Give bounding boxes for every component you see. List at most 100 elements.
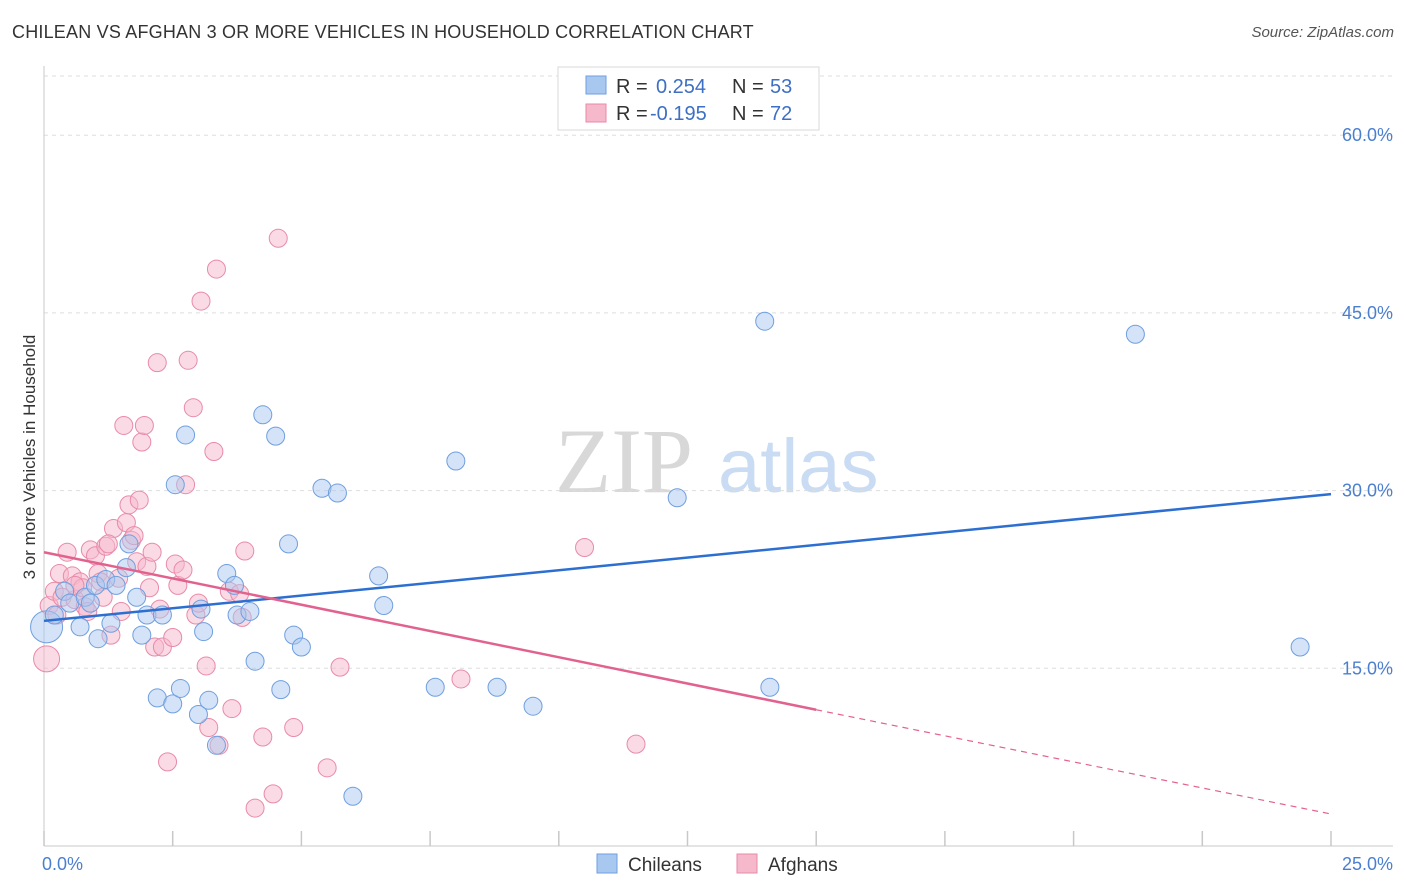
- chilean-point: [163, 694, 183, 714]
- afghan-point: [330, 657, 350, 677]
- afghan-point: [147, 353, 167, 373]
- chilean-point: [343, 786, 363, 806]
- y-tick-label-15: 15.0%: [1342, 658, 1393, 678]
- trendlines: [43, 492, 1332, 815]
- chilean-point: [194, 622, 214, 642]
- afghan-point: [114, 415, 134, 435]
- chilean-point: [253, 405, 273, 425]
- afghan-point: [191, 291, 211, 311]
- chilean-point: [369, 566, 389, 586]
- chilean-r-label: R =: [616, 76, 648, 98]
- afghan-r-value: -0.195: [650, 103, 707, 125]
- y-tick-label-60: 60.0%: [1342, 125, 1393, 145]
- chilean-point: [523, 696, 543, 716]
- x-tick-label-min: 0.0%: [42, 854, 83, 874]
- afghan-point: [204, 442, 224, 462]
- afghan-point: [317, 758, 337, 778]
- afghan-point: [451, 669, 471, 689]
- chilean-point: [119, 534, 139, 554]
- chilean-point: [101, 613, 121, 633]
- afghan-point: [98, 534, 118, 554]
- chilean-point: [374, 596, 394, 616]
- chilean-point: [199, 690, 219, 710]
- y-axis-label: 3 or more Vehicles in Household: [20, 335, 39, 580]
- afghan-point: [134, 415, 154, 435]
- watermark-atlas: atlas: [718, 424, 879, 509]
- afghan-trendline-extension: [816, 709, 1332, 815]
- chilean-point: [291, 637, 311, 657]
- afghan-n-value: 72: [770, 103, 792, 125]
- afghan-point: [173, 560, 193, 580]
- afghan-point: [132, 432, 152, 452]
- afghan-point: [268, 228, 288, 248]
- chart-title: CHILEAN VS AFGHAN 3 OR MORE VEHICLES IN …: [12, 22, 754, 42]
- afghan-point: [222, 699, 242, 719]
- chilean-point: [755, 311, 775, 331]
- chilean-point: [1125, 324, 1145, 344]
- chilean-point: [70, 617, 90, 637]
- afghan-point: [199, 718, 219, 738]
- grid: [44, 75, 1393, 669]
- afghan-point: [142, 542, 162, 562]
- afghan-point: [129, 490, 149, 510]
- chilean-point: [327, 483, 347, 503]
- axes: [43, 66, 1393, 847]
- afghan-point: [263, 784, 283, 804]
- chilean-trendline: [43, 492, 1332, 623]
- chilean-point: [176, 425, 196, 445]
- chilean-n-value: 53: [770, 76, 792, 98]
- afghan-point: [206, 259, 226, 279]
- afghan-trendline: [43, 550, 817, 711]
- afghan-point: [575, 537, 595, 557]
- series-legend: Chileans Afghans: [596, 853, 838, 876]
- chilean-point: [667, 488, 687, 508]
- chilean-point: [127, 587, 147, 607]
- afghan-legend-swatch: [585, 103, 607, 123]
- chilean-point: [245, 651, 265, 671]
- chilean-point: [191, 599, 211, 619]
- afghan-point: [163, 628, 183, 648]
- y-tick-label-45: 45.0%: [1342, 303, 1393, 323]
- chilean-point: [206, 735, 226, 755]
- afghan-point: [158, 752, 178, 772]
- chilean-legend-swatch: [585, 75, 607, 95]
- afghans-legend-swatch: [736, 853, 758, 874]
- chileans-legend-swatch: [596, 853, 618, 874]
- afghan-point: [284, 718, 304, 738]
- chilean-point: [1290, 637, 1310, 657]
- chilean-point: [425, 677, 445, 697]
- chilean-point: [170, 678, 190, 698]
- afghan-point: [196, 656, 216, 676]
- chilean-point: [80, 593, 100, 613]
- chilean-point: [487, 677, 507, 697]
- x-tick-label-max: 25.0%: [1342, 854, 1393, 874]
- afghan-point: [235, 541, 255, 561]
- chilean-point: [266, 426, 286, 446]
- y-tick-label-30: 30.0%: [1342, 481, 1393, 501]
- chilean-point: [165, 475, 185, 495]
- chilean-point: [106, 575, 126, 595]
- chilean-n-label: N =: [732, 76, 764, 98]
- afghan-r-label: R =: [616, 103, 648, 125]
- chilean-point: [760, 677, 780, 697]
- afghan-point: [183, 398, 203, 418]
- afghan-points: [33, 228, 646, 818]
- chileans-legend-label: Chileans: [628, 855, 702, 876]
- chilean-point: [132, 625, 152, 645]
- afghan-point: [140, 578, 160, 598]
- afghan-point: [245, 798, 265, 818]
- chilean-point: [240, 601, 260, 621]
- chilean-point: [446, 451, 466, 471]
- chilean-point: [279, 534, 299, 554]
- afghan-point: [626, 734, 646, 754]
- stats-legend: R = 0.254 N = 53 R = -0.195 N = 72: [557, 66, 820, 131]
- chilean-point: [188, 705, 208, 725]
- y-tick-labels: 15.0% 30.0% 45.0% 60.0%: [1342, 125, 1393, 678]
- chilean-point: [271, 680, 291, 700]
- afghan-point: [253, 727, 273, 747]
- afghan-point: [178, 350, 198, 370]
- chart-source: Source: ZipAtlas.com: [1251, 24, 1394, 41]
- chilean-point: [88, 629, 108, 649]
- afghans-legend-label: Afghans: [768, 855, 838, 876]
